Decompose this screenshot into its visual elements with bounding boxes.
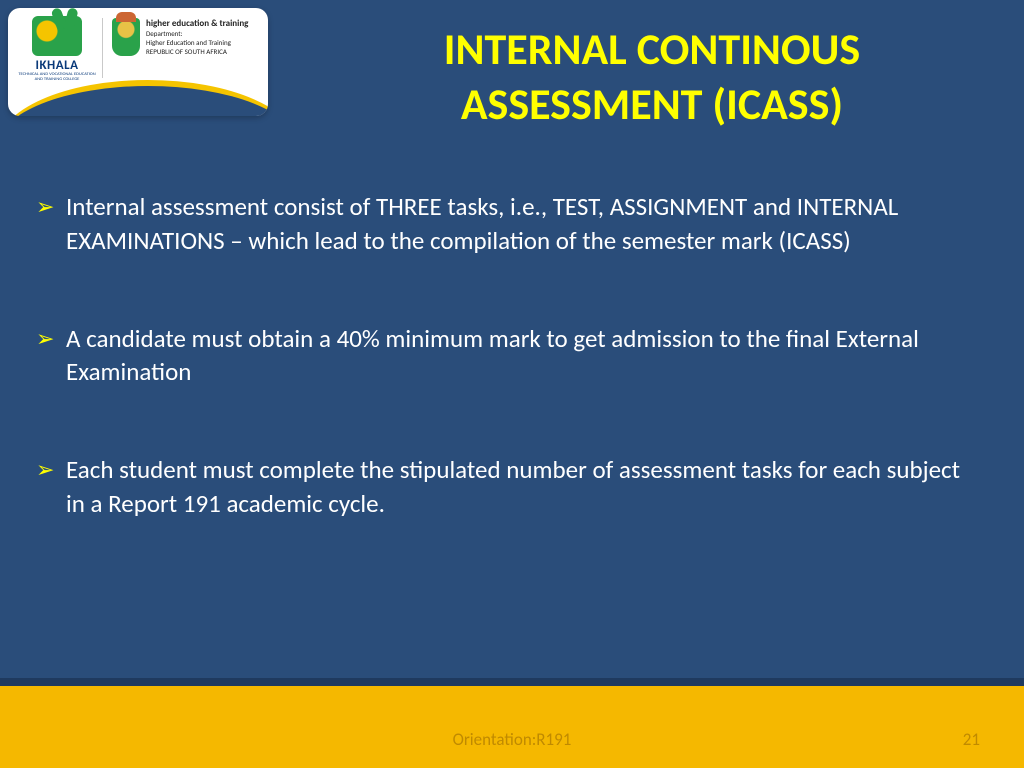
dept-line4: REPUBLIC OF SOUTH AFRICA xyxy=(146,47,227,56)
chevron-right-icon: ➢ xyxy=(36,322,66,390)
crest-icon xyxy=(112,18,140,56)
bullet-text: A candidate must obtain a 40% minimum ma… xyxy=(66,322,984,390)
dept-line2: Department: xyxy=(146,29,183,38)
bullet-item: ➢ Each student must complete the stipula… xyxy=(36,453,984,521)
footer-center-text: Orientation:R191 xyxy=(0,729,1024,750)
footer-stripe xyxy=(0,678,1024,686)
logo-divider xyxy=(102,18,103,78)
college-logo: IKHALA TECHNICAL AND VOCATIONAL EDUCATIO… xyxy=(18,16,96,82)
college-name: IKHALA xyxy=(18,58,96,73)
department-logo: higher education & training Department: … xyxy=(112,18,248,57)
dept-line3: Higher Education and Training xyxy=(146,38,231,47)
bullet-text: Each student must complete the stipulate… xyxy=(66,453,984,521)
department-text: higher education & training Department: … xyxy=(146,18,248,57)
bullet-item: ➢ A candidate must obtain a 40% minimum … xyxy=(36,322,984,390)
college-subtitle: TECHNICAL AND VOCATIONAL EDUCATION AND T… xyxy=(18,73,96,82)
slide-title: INTERNAL CONTINOUS ASSESSMENT (ICASS) xyxy=(300,22,1004,132)
title-line-2: ASSESSMENT (ICASS) xyxy=(461,77,843,131)
content-area: ➢ Internal assessment consist of THREE t… xyxy=(36,190,984,585)
bullet-text: Internal assessment consist of THREE tas… xyxy=(66,190,984,258)
bullet-item: ➢ Internal assessment consist of THREE t… xyxy=(36,190,984,258)
title-line-1: INTERNAL CONTINOUS xyxy=(444,22,860,76)
footer-main: Orientation:R191 21 xyxy=(0,686,1024,768)
chevron-right-icon: ➢ xyxy=(36,190,66,258)
slide: IKHALA TECHNICAL AND VOCATIONAL EDUCATIO… xyxy=(0,0,1024,768)
dept-title: higher education & training xyxy=(146,18,248,29)
chevron-right-icon: ➢ xyxy=(36,453,66,521)
page-number: 21 xyxy=(963,729,980,750)
logo-card: IKHALA TECHNICAL AND VOCATIONAL EDUCATIO… xyxy=(8,8,268,116)
footer: Orientation:R191 21 xyxy=(0,678,1024,768)
palm-icon xyxy=(32,16,82,56)
